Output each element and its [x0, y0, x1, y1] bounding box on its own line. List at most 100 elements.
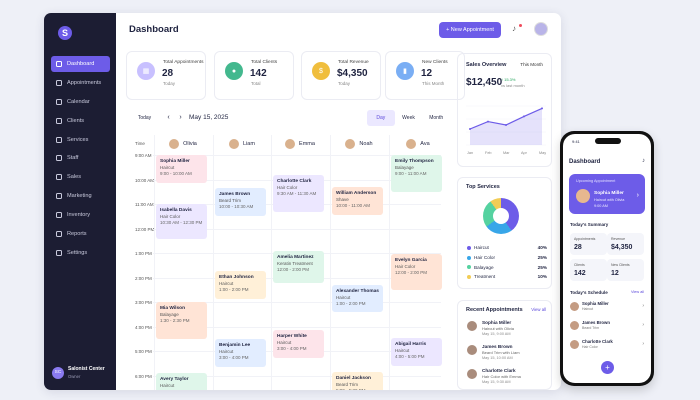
appointment-client: Isabella Davis [160, 208, 192, 213]
stat-label: Total Appointments [163, 60, 204, 65]
stat-label: Total Clients [251, 60, 278, 65]
recent-appointment-item[interactable]: James Brown Beard Trim with Liam May 15, 1… [467, 344, 547, 364]
sidebar-item-calendar[interactable]: Calendar [51, 94, 110, 110]
summary-card: Appointments 28 [570, 233, 607, 255]
appointment-client: Mia Wilson [160, 306, 186, 311]
staff-column-olivia[interactable]: Olivia [155, 136, 211, 151]
appointment-event[interactable]: Mia Wilson Balayage 1:30 - 2:30 PM [156, 302, 207, 339]
appointment-client: Amelia Martinez [277, 254, 314, 260]
calendar-date-picker[interactable]: May 15, 2025 [189, 114, 229, 121]
appointment-event[interactable]: Abigail Harris Haircut 4:00 - 5:00 PM [391, 337, 442, 366]
user-profile[interactable]: SC Salonist Center Owner [52, 366, 105, 379]
appointment-time: 9:30 AM - 11:30 AM [277, 190, 317, 196]
time-label: 11:00 AM [135, 202, 154, 207]
appointment-event[interactable]: Benjamin Lee Haircut 3:00 - 4:00 PM [215, 338, 266, 367]
view-tab-month[interactable]: Month [429, 115, 444, 121]
salon-logo: S [58, 26, 72, 40]
schedule-item[interactable]: Charlotte Clark Hair Color › [570, 338, 644, 354]
recent-appointment-item[interactable]: Charlotte Clark Hair Color with Emma May 1… [467, 368, 547, 388]
appointment-event[interactable]: James Brown Beard Trim 10:00 - 10:30 AM [215, 188, 266, 217]
upcoming-appointment-card[interactable]: Upcoming Appointment Sophia Miller Hairc… [569, 174, 645, 214]
calendar-panel: Today ‹ › May 15, 2025 Day Week Month Time… [126, 107, 450, 390]
add-appointment-fab[interactable]: + [601, 361, 614, 374]
sales-chart: Jan Feb Mar Apr May [466, 105, 546, 155]
appointment-event[interactable]: Ethan Johnson Haircut 1:00 - 2:00 PM [215, 271, 266, 300]
staff-column-ava[interactable]: Ava [390, 136, 446, 151]
user-name: Salonist Center [68, 366, 105, 372]
appointment-event[interactable]: Avery TaylorHaircut5:00 - 6:00 PM [156, 373, 207, 390]
staff-avatar [285, 138, 296, 149]
sidebar-item-reports[interactable]: Reports [51, 226, 110, 242]
stat-card: ▦ Total Appointments 28 Today [126, 51, 206, 100]
previous-day-icon[interactable]: ‹ [167, 114, 170, 121]
recent-appointment-item[interactable]: Sophia Miller Haircut with Olivia May 15, … [467, 320, 547, 340]
sidebar-item-staff[interactable]: Staff [51, 150, 110, 166]
appointment-event[interactable]: Harper White Haircut 3:00 - 4:00 PM [273, 330, 324, 359]
schedule-view-all-link[interactable]: View all [630, 290, 644, 294]
sidebar-item-services[interactable]: Services [51, 132, 110, 148]
appointment-event[interactable]: Evelyn Garcia Hair Color 12:00 - 2:00 PM [391, 254, 442, 291]
schedule-item[interactable]: Sophia Miller Haircut › [570, 300, 644, 316]
time-gridline [153, 228, 441, 230]
stat-value: 142 [250, 68, 267, 79]
profile-avatar[interactable] [534, 22, 548, 36]
appointment-service: Keratin Treatment [277, 260, 313, 266]
staff-column-emma[interactable]: Emma [272, 136, 328, 151]
appointment-service: Haircut [160, 383, 175, 389]
dashboard-window: S Dashboard Appointments Calendar Clients Se… [44, 13, 561, 390]
recent-view-all-link[interactable]: View all [531, 307, 546, 312]
time-gridline [153, 302, 441, 303]
sidebar-item-settings[interactable]: Settings [51, 245, 110, 261]
stat-icon: ▦ [137, 62, 155, 80]
schedule-item[interactable]: James Brown Beard Trim › [570, 319, 644, 335]
appointment-event[interactable]: Amelia Martinez Keratin Treatment 12:00 - … [273, 250, 324, 283]
appointment-event[interactable]: Isabella Davis Hair Color 10:30 AM - 12:30… [156, 204, 207, 239]
appointment-service: Hair Color with Emma [482, 374, 521, 379]
appointment-time: 10:30 AM - 12:30 PM [160, 220, 203, 225]
time-label: 1:00 PM [135, 251, 152, 256]
sidebar-item-inventory[interactable]: Inventory [51, 207, 110, 223]
user-role: Owner [68, 374, 81, 379]
staff-column-liam[interactable]: Liam [214, 136, 270, 151]
mobile-bell-icon[interactable]: ♪ [642, 158, 645, 164]
view-tab-week[interactable]: Week [402, 115, 415, 121]
services-donut-chart [483, 198, 519, 234]
calendar-icon [56, 98, 62, 105]
appointment-client: Benjamin Lee [219, 342, 251, 348]
appointment-event[interactable]: Emily Thompson Balayage 9:00 - 11:00 AM [391, 155, 442, 192]
appointment-service: Hair Color [395, 264, 416, 270]
new-appointment-button[interactable]: + New Appointment [439, 22, 501, 38]
appointment-event[interactable]: Sophia Miller Haircut 9:00 - 10:00 AM [156, 155, 207, 183]
marketing-icon [56, 193, 62, 200]
next-day-icon[interactable]: › [179, 114, 182, 121]
sidebar-item-sales[interactable]: Sales [51, 169, 110, 185]
sidebar-item-label: Clients [67, 117, 85, 124]
time-column-header: Time [135, 141, 145, 146]
appointment-event[interactable]: Charlotte Clark Hair Color 9:30 AM - 11:30… [273, 174, 324, 212]
topbar: Dashboard + New Appointment ♪ [116, 13, 561, 51]
appointment-service: Haircut [219, 348, 234, 354]
appointment-time: May 15, 9:00 AM [482, 332, 511, 336]
sidebar-item-dashboard[interactable]: Dashboard [51, 56, 110, 72]
appointment-time: 12:00 - 2:00 PM [395, 270, 428, 276]
view-tab-day[interactable]: Day [367, 110, 395, 126]
time-gridline [153, 155, 441, 156]
sidebar-item-clients[interactable]: Clients [51, 113, 110, 129]
appointment-client: Daniel Jackson [336, 375, 371, 381]
today-button[interactable]: Today [137, 115, 152, 121]
appointment-event[interactable]: Alexander Thomas Haircut 1:00 - 2:00 PM [332, 284, 383, 312]
upcoming-service: Haircut with Olivia [594, 198, 625, 202]
sidebar-item-appointments[interactable]: Appointments [51, 75, 110, 91]
sales-period-select[interactable]: This Month [520, 62, 543, 67]
sidebar-item-marketing[interactable]: Marketing [51, 188, 110, 204]
chevron-right-icon: › [642, 322, 644, 328]
summary-label: Appointments [574, 237, 596, 241]
recent-appointments-title: Recent Appointments [466, 307, 523, 313]
appointment-event[interactable]: William Anderson Shave 10:00 - 11:00 AM [332, 186, 383, 215]
donut-center [493, 208, 509, 224]
service-legend-item: Treatment 10% [467, 274, 547, 279]
notification-bell-icon[interactable]: ♪ [512, 24, 522, 34]
appointment-service: Haircut [160, 165, 175, 170]
staff-column-noah[interactable]: Noah [331, 136, 387, 151]
